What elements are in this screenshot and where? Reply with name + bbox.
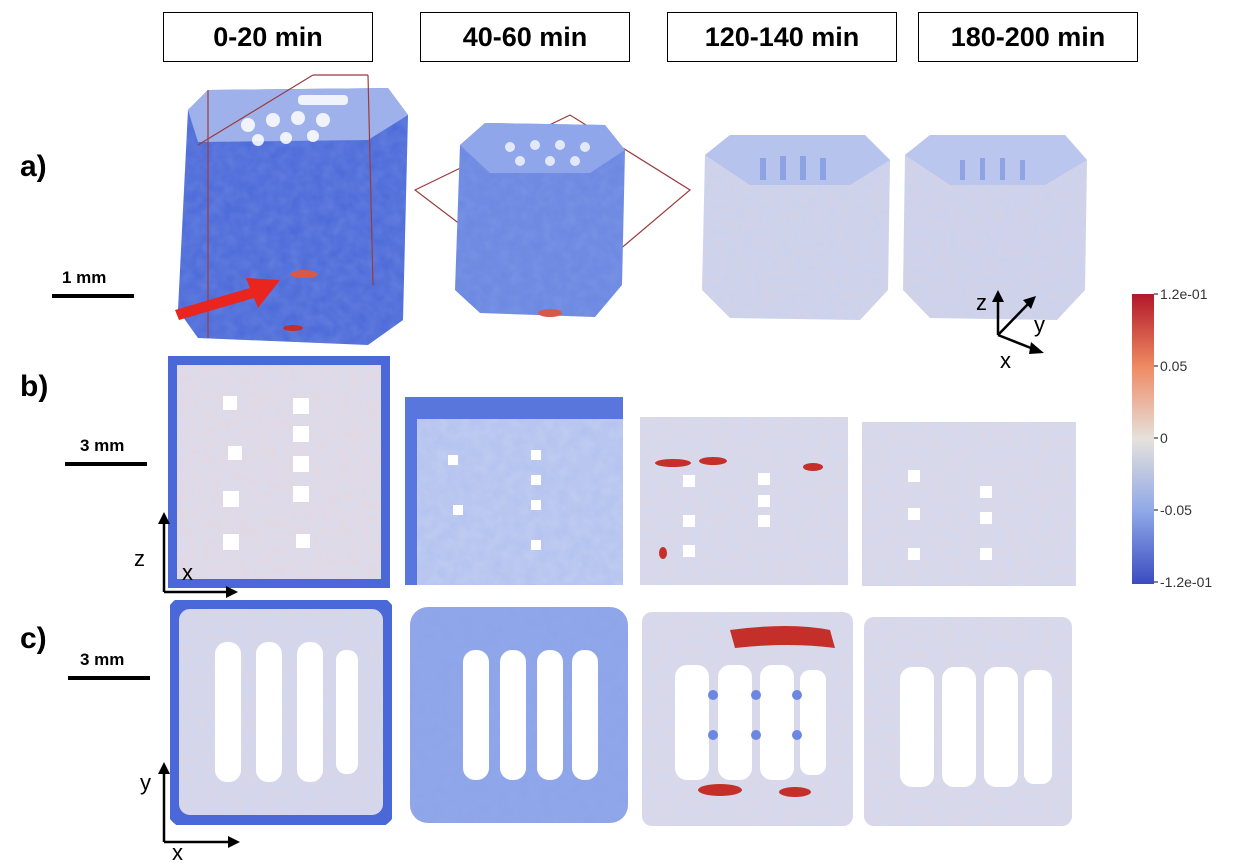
row-label-a: a) <box>20 150 47 183</box>
scale-bar-b <box>65 462 147 466</box>
slice-xy-0-20-min <box>170 600 392 825</box>
cube-0-20-min <box>178 74 408 345</box>
scale-label-c: 3 mm <box>80 650 125 669</box>
scale-bar-a <box>52 294 134 298</box>
cube-180-200-min <box>903 135 1087 320</box>
axis-label-y-c: y <box>140 770 151 795</box>
colorbar-tick-0: 0 <box>1160 430 1168 446</box>
axis-label-x-b: x <box>182 560 193 585</box>
scale-label-b: 3 mm <box>80 436 125 455</box>
xz-axes-icon <box>158 512 238 598</box>
xyz-axes-icon <box>992 290 1044 354</box>
axis-label-z-b: z <box>134 546 145 571</box>
row-label-c: c) <box>20 622 47 655</box>
slice-xz-40-60-min <box>405 397 623 585</box>
header-0-20-min: 0-20 min <box>163 12 373 62</box>
colorbar-tick-0-05: 0.05 <box>1160 358 1188 374</box>
slice-xy-120-140-min <box>642 612 853 826</box>
slice-xz-120-140-min <box>640 417 848 585</box>
colorbar-tick-neg-0-05: -0.05 <box>1160 502 1192 518</box>
colorbar-tick-max: 1.2e-01 <box>1160 286 1208 302</box>
colorbar <box>1132 293 1158 584</box>
colorbar-tick-min: -1.2e-01 <box>1160 574 1213 590</box>
slice-xz-0-20-min <box>168 356 390 588</box>
header-40-60-min: 40-60 min <box>420 12 630 62</box>
cube-40-60-min <box>413 114 692 317</box>
axis-label-x-c: x <box>172 840 183 865</box>
axis-label-x-a: x <box>1000 348 1011 373</box>
xy-axes-icon <box>158 762 240 848</box>
cube-120-140-min <box>702 135 890 320</box>
slice-xy-180-200-min <box>864 617 1072 826</box>
slice-xy-40-60-min <box>410 607 628 823</box>
scale-bar-c <box>68 676 150 680</box>
header-120-140-min: 120-140 min <box>667 12 897 62</box>
row-label-b: b) <box>20 370 49 403</box>
axis-label-y-a: y <box>1034 312 1045 337</box>
axis-label-z-a: z <box>976 290 987 315</box>
header-180-200-min: 180-200 min <box>918 12 1138 62</box>
slice-xz-180-200-min <box>862 422 1076 586</box>
scale-label-a: 1 mm <box>62 268 107 287</box>
red-arrow-icon <box>175 278 280 320</box>
